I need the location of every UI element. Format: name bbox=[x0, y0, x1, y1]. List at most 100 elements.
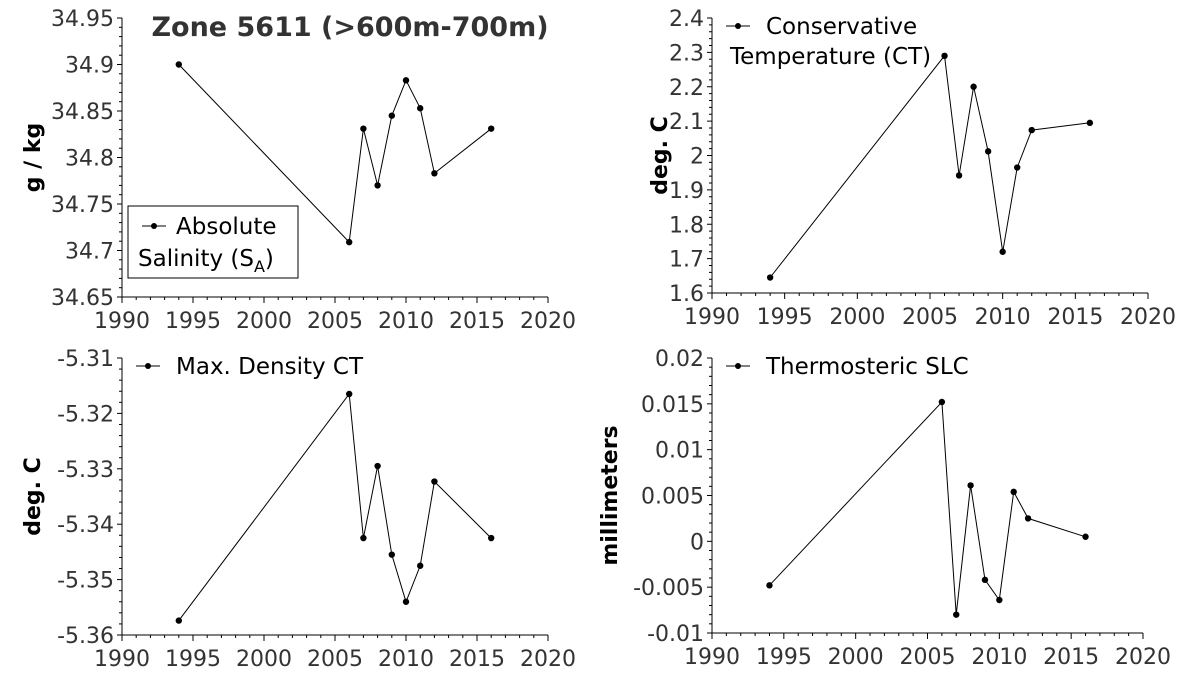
chart-2-x-tick-label: 2000 bbox=[829, 305, 885, 330]
chart-4-y-axis-label: millimeters bbox=[598, 425, 623, 565]
chart-1-x-tick-label: 2000 bbox=[236, 309, 292, 334]
chart-1-title: Zone 5611 (>600m-700m) bbox=[151, 12, 548, 43]
chart-1-y-tick-label: 34.8 bbox=[65, 147, 114, 172]
chart-1-y-tick-label: 34.95 bbox=[51, 7, 114, 32]
chart-1-data-point bbox=[488, 125, 495, 132]
chart-1-data-point bbox=[388, 112, 395, 119]
chart-4-legend-swatch-marker bbox=[735, 363, 741, 369]
chart-2-y-tick-label: 1.9 bbox=[669, 179, 704, 204]
chart-2-series-line bbox=[769, 54, 1090, 278]
chart-4-y-tick-label: -0.01 bbox=[647, 622, 704, 647]
chart-4-data-point bbox=[1024, 515, 1032, 522]
chart-1-x-tick-label: 2020 bbox=[520, 309, 576, 334]
chart-4-x-tick-label: 2020 bbox=[1115, 645, 1171, 670]
chart-3-data-point bbox=[431, 478, 438, 485]
chart-3-data-point bbox=[402, 598, 410, 605]
chart-2-data-point bbox=[1086, 119, 1094, 127]
chart-2-x-tick-label: 2020 bbox=[1120, 305, 1176, 330]
chart-1-data-point bbox=[360, 125, 367, 132]
chart-4-data-point bbox=[1082, 533, 1089, 540]
chart-1-y-tick-label: 34.85 bbox=[51, 100, 114, 125]
chart-1-data-point bbox=[431, 170, 438, 177]
chart-4-y-tick-label: 0.015 bbox=[641, 393, 704, 418]
chart-2-y-tick-label: 2.3 bbox=[669, 41, 704, 66]
chart-2-y-tick-label: 1.8 bbox=[669, 213, 704, 238]
chart-3-y-tick-label: -5.35 bbox=[57, 569, 114, 594]
chart-1-data-point bbox=[417, 105, 424, 112]
chart-3-y-tick-label: -5.34 bbox=[57, 513, 114, 538]
chart-1-legend-box bbox=[127, 205, 299, 279]
chart-4-data-point bbox=[766, 582, 773, 589]
chart-1-data-point bbox=[374, 182, 381, 189]
chart-4-x-tick-label: 1990 bbox=[684, 645, 740, 670]
chart-1-x-tick-label: 2005 bbox=[307, 309, 363, 334]
chart-4-x-tick-label: 1995 bbox=[756, 645, 812, 670]
chart-3-data-point bbox=[360, 534, 367, 542]
chart-1-data-point bbox=[175, 61, 182, 68]
chart-3-x-tick-label: 1995 bbox=[165, 647, 221, 672]
chart-3-legend-label: Max. Density CT bbox=[176, 354, 364, 380]
chart-2-y-tick-label: 1.7 bbox=[669, 248, 704, 273]
chart-2-data-point bbox=[984, 148, 992, 155]
chart-1-data-point bbox=[346, 238, 353, 246]
chart-4-y-tick-label: 0.01 bbox=[655, 439, 704, 464]
chart-2-x-tick-label: 1990 bbox=[684, 305, 740, 330]
chart-2-data-point bbox=[955, 172, 963, 179]
chart-2-y-tick-label: 1.6 bbox=[669, 282, 704, 307]
chart-1-y-axis-label: g / kg bbox=[21, 123, 46, 192]
chart-1-x-tick-label: 1995 bbox=[165, 309, 221, 334]
chart-4-data-point bbox=[953, 611, 960, 618]
chart-3-legend-swatch-marker bbox=[145, 363, 151, 369]
chart-3-y-axis-label: deg. C bbox=[21, 457, 46, 536]
chart-3-y-tick-label: -5.33 bbox=[57, 458, 114, 483]
chart-2-x-tick-label: 2015 bbox=[1047, 305, 1103, 330]
chart-3-data-point bbox=[374, 462, 381, 470]
chart-3-data-point bbox=[488, 534, 495, 542]
chart-1-legend-label: Absolute bbox=[176, 214, 277, 240]
chart-3-x-tick-label: 2010 bbox=[378, 647, 434, 672]
chart-3-x-tick-label: 2000 bbox=[236, 647, 292, 672]
chart-2-data-point bbox=[999, 248, 1006, 255]
chart-1-legend-swatch-marker bbox=[151, 223, 157, 229]
chart-3-y-tick-label: -5.32 bbox=[57, 402, 114, 427]
chart-3-x-tick-label: 2020 bbox=[520, 647, 576, 672]
chart-1-y-tick-label: 34.7 bbox=[65, 240, 114, 265]
chart-2-y-tick-label: 2 bbox=[690, 145, 704, 170]
chart-3-data-point bbox=[417, 562, 424, 569]
chart-2-y-tick-label: 2.1 bbox=[669, 110, 704, 135]
chart-1-data-point bbox=[402, 77, 410, 84]
chart-3-data-point bbox=[175, 617, 182, 624]
chart-4-y-tick-label: -0.005 bbox=[633, 576, 704, 601]
chart-2-x-tick-label: 2010 bbox=[975, 305, 1031, 330]
chart-4-y-tick-label: 0.005 bbox=[641, 485, 704, 510]
chart-1-legend-label-line2: Salinity (SA) bbox=[138, 246, 274, 276]
chart-2-data-point bbox=[970, 83, 977, 90]
chart-3-y-tick-label: -5.36 bbox=[57, 624, 114, 649]
chart-3-x-tick-label: 2005 bbox=[307, 647, 363, 672]
chart-2-data-point bbox=[941, 52, 948, 60]
chart-3-x-tick-label: 2015 bbox=[449, 647, 505, 672]
chart-2-x-tick-label: 1995 bbox=[757, 305, 813, 330]
chart-2-x-tick-label: 2005 bbox=[902, 305, 958, 330]
chart-2-y-tick-label: 2.4 bbox=[669, 7, 704, 32]
chart-4-x-tick-label: 2005 bbox=[900, 645, 956, 670]
chart-3-series-line bbox=[178, 392, 492, 621]
chart-3-data-point bbox=[388, 551, 395, 558]
chart-1-x-tick-label: 1990 bbox=[94, 309, 150, 334]
chart-3-x-tick-label: 1990 bbox=[94, 647, 150, 672]
chart-2-data-point bbox=[766, 274, 774, 281]
chart-4-data-point bbox=[967, 482, 974, 489]
chart-3-y-tick-label: -5.31 bbox=[57, 347, 114, 372]
chart-1-x-tick-label: 2010 bbox=[378, 309, 434, 334]
chart-2-legend-label-line2: Temperature (CT) bbox=[729, 44, 931, 70]
chart-4-y-tick-label: 0 bbox=[690, 530, 704, 555]
chart-4-data-point bbox=[981, 576, 989, 584]
chart-2-data-point bbox=[1028, 126, 1035, 134]
chart-4-x-tick-label: 2015 bbox=[1043, 645, 1099, 670]
chart-2-y-axis-label: deg. C bbox=[648, 116, 673, 195]
chart-1-y-tick-label: 34.9 bbox=[65, 54, 114, 79]
chart-2-data-point bbox=[1014, 164, 1021, 171]
chart-4-x-tick-label: 2010 bbox=[971, 645, 1027, 670]
chart-4-y-tick-label: 0.02 bbox=[655, 347, 704, 372]
